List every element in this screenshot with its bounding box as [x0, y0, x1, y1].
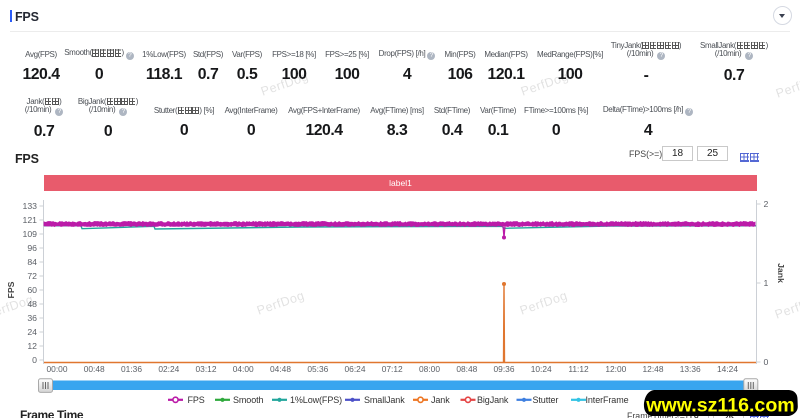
svg-text:05:36: 05:36 [307, 364, 328, 374]
svg-text:1: 1 [764, 278, 769, 288]
svg-text:96: 96 [27, 243, 37, 253]
svg-text:10:24: 10:24 [531, 364, 552, 374]
svg-text:03:12: 03:12 [196, 364, 217, 374]
svg-text:04:00: 04:00 [233, 364, 254, 374]
svg-text:Smooth: Smooth [233, 395, 264, 405]
svg-text:84: 84 [27, 257, 37, 267]
svg-text:13:36: 13:36 [680, 364, 701, 374]
svg-text:24: 24 [27, 327, 37, 337]
svg-text:00:48: 00:48 [84, 364, 105, 374]
svg-text:12:00: 12:00 [605, 364, 626, 374]
svg-text:133: 133 [23, 201, 38, 211]
svg-text:04:48: 04:48 [270, 364, 291, 374]
svg-text:14:24: 14:24 [717, 364, 738, 374]
svg-text:06:24: 06:24 [345, 364, 366, 374]
svg-text:07:12: 07:12 [382, 364, 403, 374]
svg-text:72: 72 [27, 271, 37, 281]
svg-text:60: 60 [27, 285, 37, 295]
svg-text:109: 109 [23, 229, 38, 239]
svg-text:0: 0 [32, 355, 37, 365]
svg-text:12:48: 12:48 [643, 364, 664, 374]
svg-text:Stutter: Stutter [533, 395, 559, 405]
svg-text:08:00: 08:00 [419, 364, 440, 374]
svg-text:InterFrame: InterFrame [586, 395, 629, 405]
svg-text:48: 48 [27, 299, 37, 309]
svg-text:36: 36 [27, 313, 37, 323]
svg-text:08:48: 08:48 [456, 364, 477, 374]
svg-text:00:00: 00:00 [47, 364, 68, 374]
svg-text:SmallJank: SmallJank [364, 395, 405, 405]
svg-text:2: 2 [764, 199, 769, 209]
svg-text:BigJank: BigJank [477, 395, 509, 405]
svg-text:02:24: 02:24 [158, 364, 179, 374]
svg-text:09:36: 09:36 [494, 364, 515, 374]
svg-text:1%Low(FPS): 1%Low(FPS) [290, 395, 342, 405]
svg-text:FPS: FPS [6, 281, 16, 298]
svg-text:11:12: 11:12 [568, 364, 589, 374]
svg-text:Jank: Jank [776, 263, 786, 283]
svg-text:12: 12 [27, 341, 37, 351]
svg-text:FPS: FPS [188, 395, 205, 405]
svg-text:121: 121 [23, 215, 38, 225]
svg-text:Jank: Jank [431, 395, 450, 405]
svg-text:0: 0 [764, 357, 769, 367]
svg-text:01:36: 01:36 [121, 364, 142, 374]
